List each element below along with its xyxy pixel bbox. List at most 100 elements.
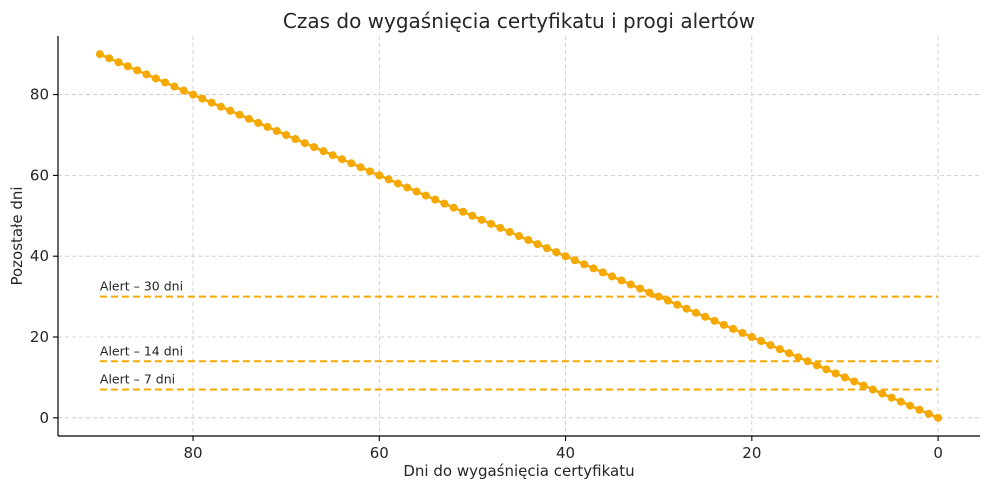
data-point-27	[682, 304, 691, 313]
data-point-3	[906, 401, 915, 410]
data-point-20	[747, 333, 756, 342]
data-point-2	[915, 405, 924, 414]
data-point-46	[505, 227, 514, 236]
data-point-75	[235, 110, 244, 119]
data-point-85	[142, 70, 151, 79]
data-point-38	[580, 260, 589, 269]
data-point-45	[515, 232, 523, 240]
y-tick-label-80: 80	[30, 86, 49, 104]
data-point-15	[794, 353, 803, 362]
data-point-64	[338, 155, 347, 164]
data-point-11	[831, 369, 840, 378]
data-point-31	[645, 288, 654, 297]
data-point-42	[542, 244, 551, 253]
data-point-16	[785, 349, 794, 358]
threshold-lines: Alert – 30 dni Alert – 14 dni Alert – 7 dn…	[99, 279, 939, 391]
data-point-66	[319, 147, 328, 156]
data-point-49	[477, 215, 486, 224]
data-point-84	[151, 74, 160, 83]
data-point-9	[850, 377, 859, 386]
data-point-61	[365, 167, 374, 176]
data-point-22	[729, 324, 738, 333]
data-point-52	[449, 203, 458, 212]
data-point-58	[393, 179, 402, 188]
data-point-30	[654, 292, 663, 301]
data-point-37	[589, 264, 598, 273]
data-point-10	[840, 373, 849, 382]
data-point-34	[617, 276, 626, 285]
data-point-51	[459, 207, 468, 216]
data-point-23	[719, 320, 728, 329]
data-point-39	[570, 256, 579, 265]
data-point-21	[738, 328, 747, 337]
data-point-4	[896, 397, 905, 406]
data-point-53	[440, 199, 449, 208]
data-point-83	[161, 78, 170, 87]
threshold-label-7: Alert – 7 dni	[100, 372, 175, 387]
data-point-63	[347, 159, 356, 168]
ticks: 80 60 40 20 0 0 20 40 60 80	[30, 86, 943, 462]
data-point-6	[878, 389, 887, 398]
data-point-41	[552, 248, 561, 257]
data-point-65	[328, 151, 337, 160]
data-point-59	[384, 175, 393, 184]
data-point-87	[123, 62, 132, 71]
chart-title: Czas do wygaśnięcia certyfikatu i progi …	[283, 9, 755, 33]
data-point-36	[598, 268, 607, 277]
data-point-12	[822, 365, 831, 374]
x-tick-label-60: 60	[370, 444, 389, 462]
x-axis-label: Dni do wygaśnięcia certyfikatu	[403, 462, 634, 480]
data-point-14	[803, 357, 812, 366]
data-point-72	[263, 122, 272, 131]
data-point-76	[226, 106, 235, 115]
grid	[58, 36, 980, 436]
data-point-8	[859, 381, 868, 390]
data-point-13	[813, 361, 822, 370]
data-point-56	[412, 187, 421, 196]
data-point-90	[95, 50, 104, 59]
data-point-79	[198, 94, 207, 103]
y-tick-label-60: 60	[30, 166, 49, 184]
data-point-28	[673, 300, 682, 309]
data-point-62	[356, 163, 365, 172]
data-point-0	[934, 413, 943, 422]
data-point-35	[608, 272, 617, 281]
data-point-69	[291, 135, 300, 144]
data-point-78	[207, 98, 216, 107]
y-tick-label-20: 20	[30, 328, 49, 346]
data-point-55	[421, 191, 430, 200]
data-point-18	[766, 341, 775, 350]
data-point-24	[710, 316, 719, 325]
data-point-82	[170, 82, 179, 91]
data-point-48	[487, 219, 496, 228]
data-point-43	[533, 240, 542, 249]
y-tick-label-40: 40	[30, 247, 49, 265]
data-point-19	[757, 337, 766, 346]
data-point-67	[310, 143, 319, 152]
data-point-86	[133, 66, 142, 75]
data-point-88	[114, 58, 123, 67]
data-point-47	[496, 223, 505, 232]
x-tick-label-40: 40	[556, 444, 575, 462]
threshold-label-30: Alert – 30 dni	[100, 279, 183, 294]
x-tick-label-0: 0	[933, 444, 943, 462]
data-point-33	[626, 280, 635, 289]
data-point-57	[403, 183, 412, 192]
data-point-54	[431, 195, 440, 204]
data-point-74	[244, 114, 253, 123]
data-point-44	[524, 236, 533, 245]
data-point-73	[254, 118, 263, 127]
data-point-17	[775, 345, 784, 354]
data-point-68	[300, 139, 309, 148]
data-point-29	[664, 296, 673, 305]
data-point-1	[924, 409, 933, 418]
data-point-60	[375, 171, 384, 180]
threshold-label-14: Alert – 14 dni	[100, 343, 183, 358]
data-point-5	[887, 393, 896, 402]
data-point-50	[468, 211, 477, 220]
data-point-7	[868, 385, 877, 394]
data-point-71	[272, 126, 281, 135]
data-point-89	[105, 54, 114, 63]
